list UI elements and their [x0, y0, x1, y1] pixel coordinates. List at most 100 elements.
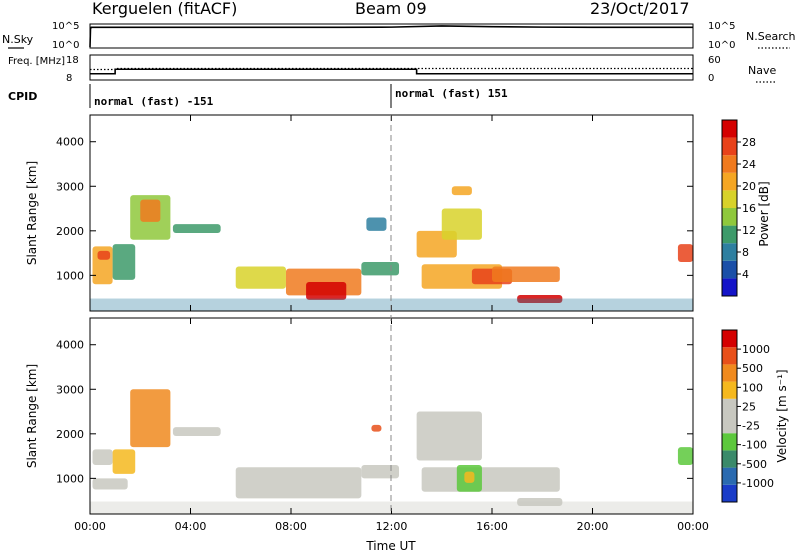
power-ytick-label-3: 4000 [56, 136, 84, 149]
power-colorbar-segment-1 [722, 260, 737, 279]
power-region-15 [492, 266, 560, 283]
power-colorbar-segment-8 [722, 137, 737, 156]
time-tick-label-0: 00:00 [74, 520, 106, 533]
power-region-18 [677, 244, 693, 262]
velocity-ytick-label-0: 1000 [56, 472, 84, 485]
power-colorbar-tick-label-6: 4 [742, 268, 749, 281]
time-tick-label-4: 16:00 [476, 520, 508, 533]
power-colorbar-tick-label-3: 16 [742, 202, 756, 215]
power-region-9 [361, 262, 400, 276]
power-colorbar-segment-9 [722, 120, 737, 138]
velocity-ylabel: Slant Range [km] [25, 364, 39, 468]
velocity-region-0 [92, 449, 113, 465]
date-title: 23/Oct/2017 [590, 0, 690, 18]
power-region-12 [441, 208, 482, 240]
station-title: Kerguelen (fitACF) [92, 0, 237, 18]
velocity-region-13 [677, 447, 693, 465]
power-colorbar-segment-6 [722, 172, 737, 191]
velocity-region-12 [517, 497, 563, 506]
power-colorbar-segment-0 [722, 278, 737, 296]
power-ytick-label-1: 2000 [56, 225, 84, 238]
power-panel-frame [89, 114, 694, 312]
velocity-colorbar-tick-label-7: -1000 [742, 477, 774, 490]
velocity-colorbar-tick-label-1: 500 [742, 362, 763, 375]
cpid-annotation-1: normal (fast) -151 [94, 95, 214, 108]
power-colorbar-segment-2 [722, 243, 737, 261]
power-colorbar-tick-label-4: 12 [742, 224, 756, 237]
power-colorbar-segment-3 [722, 225, 737, 244]
time-tick-label-2: 08:00 [275, 520, 307, 533]
time-tick-label-3: 12:00 [376, 520, 408, 533]
freq-tick-top: 18 [66, 55, 79, 66]
nsky-series-line-0 [89, 25, 693, 48]
cpid-annotation-2: normal (fast) 151 [395, 87, 508, 100]
power-colorbar-tick-label-0: 28 [742, 136, 756, 149]
nsky-tick-bottom: 10^0 [52, 40, 79, 51]
velocity-region-11 [464, 471, 475, 483]
freq-series-line-0 [90, 68, 693, 75]
velocity-colorbar-segment-2 [722, 450, 737, 468]
power-colorbar-segment-7 [722, 155, 737, 173]
nave-tick-top: 60 [708, 55, 721, 66]
velocity-colorbar-tick-label-2: 100 [742, 381, 763, 394]
power-ytick-label-0: 1000 [56, 269, 84, 282]
freq-panel-frame [89, 54, 694, 81]
nave-tick-bottom: 0 [708, 73, 714, 84]
power-region-6 [235, 266, 286, 289]
power-ground-scatter [90, 298, 693, 311]
velocity-colorbar-tick-label-0: 1000 [742, 343, 770, 356]
velocity-colorbar-frame [721, 329, 738, 503]
velocity-ytick-label-3: 4000 [56, 339, 84, 352]
power-colorbar-tick-label-2: 20 [742, 180, 756, 193]
power-region-17 [451, 186, 472, 196]
velocity-region-5 [235, 467, 362, 499]
velocity-region-9 [421, 467, 560, 492]
power-region-2 [112, 244, 136, 280]
velocity-colorbar-tick-label-3: 25 [742, 400, 756, 413]
power-colorbar: 28 24 20 16 12 8 4 [721, 119, 756, 297]
power-region-8 [306, 282, 347, 300]
power-region-1 [97, 250, 111, 260]
velocity-axes: 1000 2000 3000 4000 00:00 04:00 08:00 12:00 16:0… [56, 318, 709, 533]
power-ylabel: Slant Range [km] [25, 161, 39, 265]
velocity-colorbar-tick-label-5: -100 [742, 439, 767, 452]
velocity-colorbar-label: Velocity [m s⁻¹] [775, 369, 789, 462]
power-region-4 [140, 199, 161, 222]
velocity-colorbar-segment-9 [722, 330, 737, 348]
nsky-tick-top: 10^5 [52, 21, 79, 32]
time-tick-label-6: 00:00 [677, 520, 709, 533]
power-region-16 [517, 294, 563, 303]
nsearch-label: N.Search [746, 30, 796, 43]
velocity-region-2 [130, 389, 171, 448]
power-region-10 [366, 217, 387, 231]
power-region-5 [172, 224, 221, 234]
nsky-label: N.Sky [2, 33, 34, 46]
velocity-colorbar-segment-6 [722, 381, 737, 399]
time-tick-label-1: 04:00 [175, 520, 207, 533]
velocity-region-4 [172, 427, 221, 437]
time-axis-label: Time UT [365, 539, 416, 553]
time-tick-label-5: 20:00 [577, 520, 609, 533]
power-colorbar-segment-5 [722, 190, 737, 208]
nsearch-tick-top: 10^5 [708, 21, 735, 32]
nsky-plot [89, 25, 693, 48]
beam-title: Beam 09 [355, 0, 427, 18]
freq-tick-bottom: 8 [66, 73, 72, 84]
velocity-colorbar-segment-4 [722, 416, 737, 434]
velocity-colorbar-segment-0 [722, 484, 737, 502]
velocity-colorbar-tick-label-4: -25 [742, 420, 760, 433]
velocity-colorbar-segment-8 [722, 347, 737, 365]
velocity-region-7 [371, 424, 382, 432]
nave-label: Nave [748, 64, 776, 77]
nsearch-tick-bottom: 10^0 [708, 40, 735, 51]
power-heatmap [90, 186, 693, 311]
power-colorbar-tick-label-1: 24 [742, 158, 756, 171]
power-colorbar-segment-4 [722, 208, 737, 226]
velocity-colorbar-segment-1 [722, 467, 737, 485]
cpid-label: CPID [8, 90, 37, 103]
velocity-region-6 [361, 465, 400, 479]
freq-label: Freq. [MHz] [8, 56, 65, 67]
power-colorbar-tick-label-5: 8 [742, 246, 749, 259]
power-ytick-label-2: 3000 [56, 180, 84, 193]
